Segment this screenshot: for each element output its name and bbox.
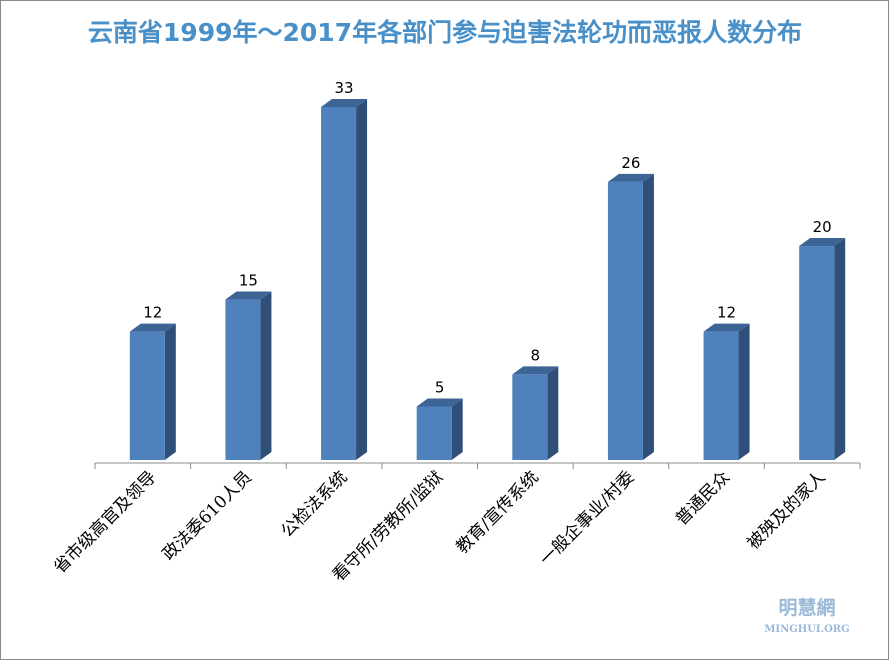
bar-top <box>225 291 272 300</box>
bar <box>512 366 559 460</box>
bar-side <box>356 99 368 460</box>
bar <box>799 238 846 460</box>
category-label: 省市级高官及领导 <box>50 467 160 577</box>
bar-top <box>416 398 463 407</box>
bar <box>321 99 368 460</box>
value-label: 8 <box>531 346 541 364</box>
category-label: 教育/宣传系统 <box>453 467 543 557</box>
bar-front <box>416 406 452 460</box>
bar-side <box>834 238 846 460</box>
watermark-en: MINGHUI.ORG <box>764 624 849 635</box>
bar-side <box>642 173 654 460</box>
category-label: 一般企事业/村委 <box>536 467 638 569</box>
value-label: 12 <box>143 304 162 322</box>
bar-top <box>512 366 559 375</box>
bar <box>129 323 176 460</box>
category-label: 被殃及的家人 <box>743 467 829 553</box>
bar <box>416 398 463 460</box>
watermark-cn: 明慧網 <box>778 596 835 619</box>
category-label: 公检法系统 <box>277 467 351 541</box>
x-axis-ticks <box>94 463 861 469</box>
bar-top <box>129 323 176 332</box>
value-label: 33 <box>335 79 354 97</box>
bar-front <box>512 374 548 460</box>
bar-front <box>129 331 165 460</box>
bar-side <box>164 323 176 460</box>
bar-side <box>260 291 272 460</box>
bar <box>607 173 654 460</box>
bar-top <box>703 323 750 332</box>
value-label: 15 <box>239 272 258 290</box>
value-label: 5 <box>435 379 445 397</box>
value-label: 12 <box>717 304 736 322</box>
value-labels: 12 15 33 5 8 26 12 20 <box>143 79 831 397</box>
bar-top <box>321 99 368 107</box>
bar-side <box>738 323 750 460</box>
bar-side <box>547 366 559 460</box>
bar-top <box>799 238 846 247</box>
bar-top <box>607 173 654 182</box>
category-label: 普通民众 <box>672 467 734 529</box>
minghui-watermark: 明慧網 MINGHUI.ORG <box>764 596 849 635</box>
value-label: 20 <box>813 218 832 236</box>
bar-front <box>607 181 643 460</box>
category-label: 政法委610人员 <box>159 467 256 564</box>
bars-group <box>129 99 846 460</box>
bar-side <box>451 398 463 460</box>
bar-front <box>225 299 261 460</box>
bar <box>225 291 272 460</box>
bar-front <box>321 107 357 460</box>
value-label: 26 <box>621 154 640 172</box>
bar-front <box>799 246 835 460</box>
bar-front <box>703 331 739 460</box>
chart-title: 云南省1999年～2017年各部门参与迫害法轮功而恶报人数分布 <box>88 18 802 47</box>
bar <box>703 323 750 460</box>
